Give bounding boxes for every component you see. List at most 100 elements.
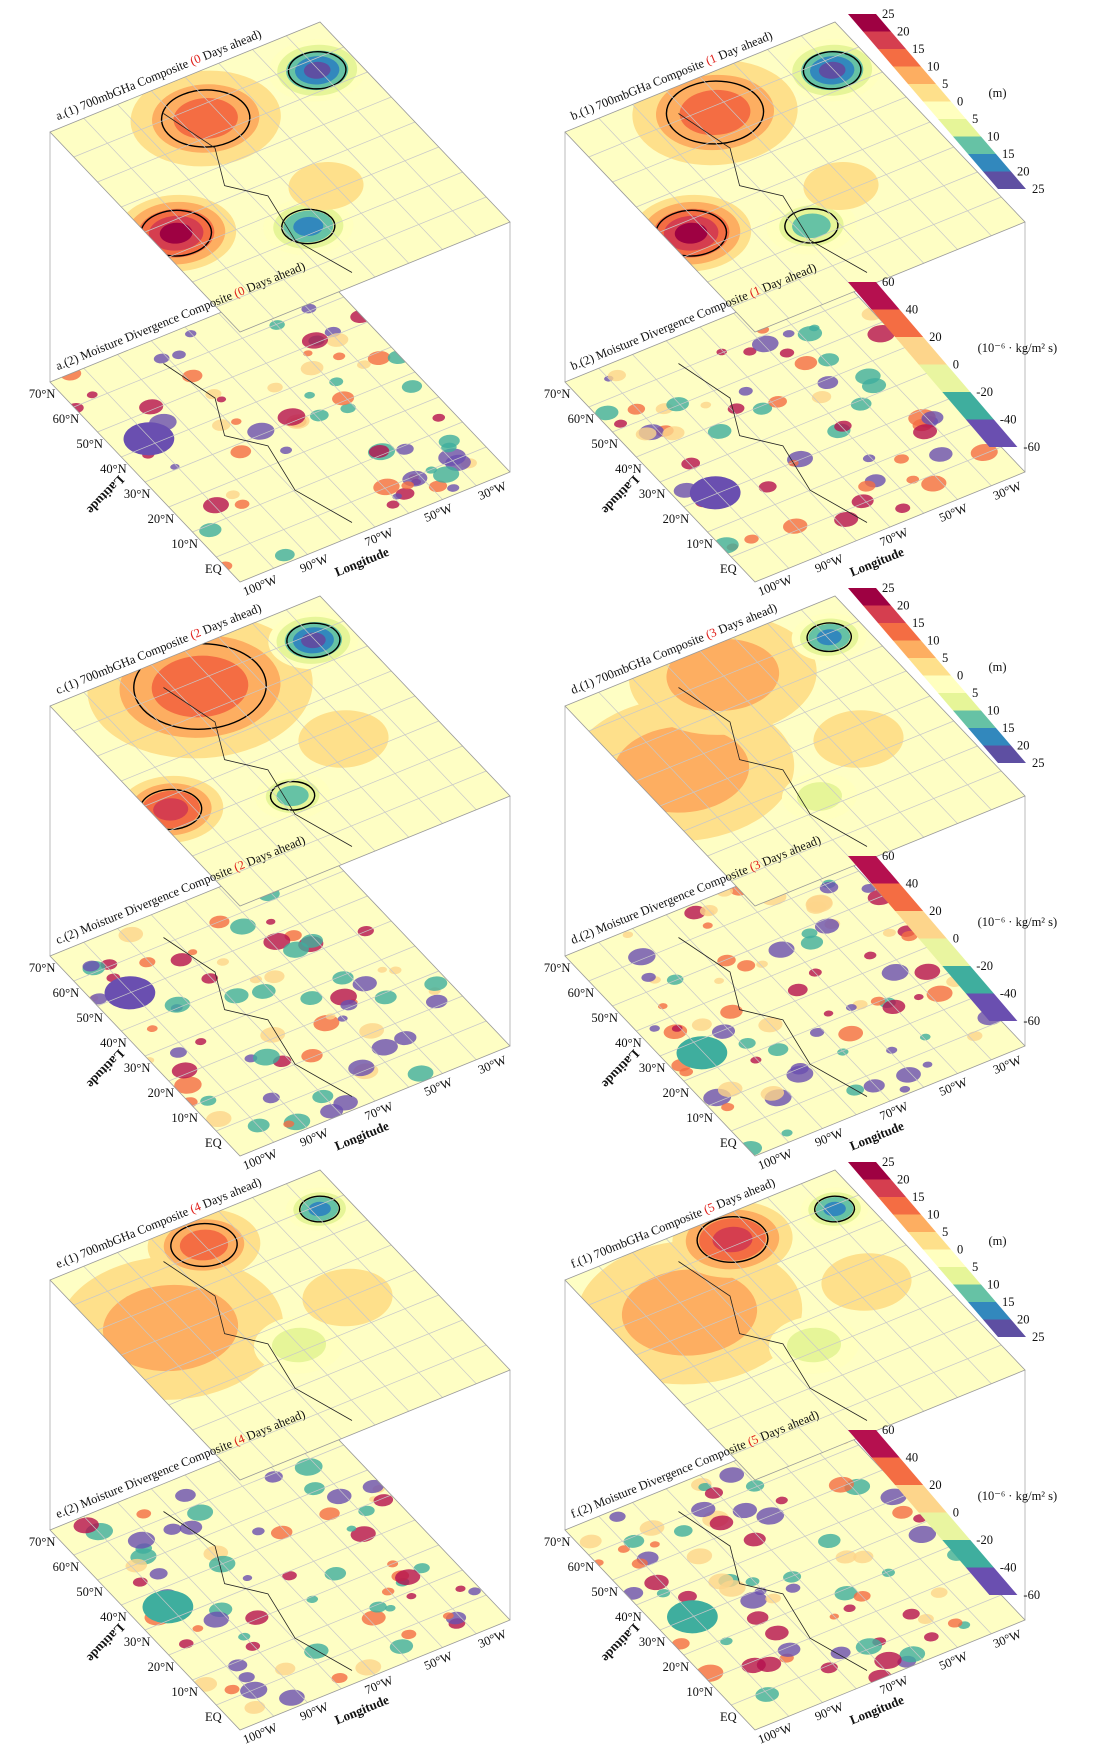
lat-tick-label: 70°N [544, 387, 571, 401]
colorbar-tick-label: 25 [882, 7, 895, 21]
lat-tick-label: 30°N [639, 1061, 666, 1075]
colorbar-tick-label: 15 [1002, 1295, 1015, 1309]
lat-tick-label: 20°N [148, 1086, 175, 1100]
lat-tick-label: 20°N [663, 1660, 690, 1674]
lat-tick-label: 40°N [615, 1036, 642, 1050]
lat-tick-label: 40°N [100, 1036, 127, 1050]
map-field [16, 15, 517, 344]
colorbar-tick-label: 20 [1017, 739, 1030, 753]
colorbar-tick-label: -40 [1000, 1561, 1017, 1575]
lat-tick-label: 20°N [148, 512, 175, 526]
colorbar-tick-label: 20 [1017, 165, 1030, 179]
colorbar-tick-label: 5 [972, 112, 978, 126]
lat-tick-label: 30°N [124, 487, 151, 501]
lat-tick-label: 10°N [171, 1685, 198, 1699]
lat-tick-label: 50°N [591, 1011, 618, 1025]
colorbar-tick-label: 15 [912, 1190, 925, 1204]
colorbar-tick-label: 0 [957, 95, 963, 109]
colorbar-tick-label: 40 [906, 1451, 919, 1465]
colorbar-tick-label: 15 [912, 42, 925, 56]
map-plane [46, 1419, 512, 1732]
lat-tick-label: 30°N [639, 487, 666, 501]
lat-tick-label: 30°N [124, 1635, 151, 1649]
lat-tick-label: 30°N [639, 1635, 666, 1649]
colorbar-tick-label: -40 [1000, 413, 1017, 427]
lat-tick-label: 20°N [663, 512, 690, 526]
colorbar-tick-label: 25 [1032, 1330, 1045, 1344]
lat-tick-label: 70°N [29, 961, 56, 975]
lat-tick-label: 60°N [568, 986, 595, 1000]
map-field [559, 1418, 1034, 1737]
map-field [0, 1159, 512, 1497]
colorbar-tick-label: 60 [882, 1423, 895, 1437]
map-plane [521, 5, 1032, 344]
lat-tick-label: EQ [720, 1710, 737, 1724]
colorbar-tick-label: 40 [906, 303, 919, 317]
colorbar-tick-label: 40 [906, 877, 919, 891]
lat-tick-label: 40°N [100, 462, 127, 476]
colorbar-tick-label: 0 [953, 932, 959, 946]
colorbar-tick-label: -20 [976, 959, 993, 973]
lat-tick-label: 50°N [76, 1011, 103, 1025]
lat-tick-label: 30°N [124, 1061, 151, 1075]
colorbar-tick-label: 10 [927, 634, 940, 648]
lat-tick-label: 40°N [100, 1610, 127, 1624]
lat-tick-label: 10°N [171, 537, 198, 551]
lat-axis-label: Latitude [599, 1047, 643, 1092]
colorbar-tick-label: 0 [953, 1506, 959, 1520]
lat-tick-label: 50°N [76, 437, 103, 451]
colorbar-tick-label: 25 [1032, 756, 1045, 770]
lat-tick-label: 50°N [76, 1585, 103, 1599]
lat-axis-label: Latitude [84, 473, 128, 518]
colorbar-tick-label: 15 [1002, 147, 1015, 161]
colorbar-tick-label: -20 [976, 385, 993, 399]
lat-tick-label: 70°N [29, 1535, 56, 1549]
lat-axis-label: Latitude [84, 1047, 128, 1092]
colorbar-unit: (10⁻⁶ · kg/m² s) [978, 341, 1058, 355]
map-plane [0, 1159, 512, 1497]
colorbar-tick-label: 25 [882, 581, 895, 595]
map-plane [16, 15, 517, 344]
lat-tick-label: EQ [205, 1136, 222, 1150]
colorbar-tick-label: 5 [942, 1225, 948, 1239]
lat-tick-label: 50°N [591, 1585, 618, 1599]
colorbar-tick-label: -20 [976, 1533, 993, 1547]
colorbar-tick-label: 10 [987, 704, 1000, 718]
map-plane [524, 1157, 1027, 1492]
lat-axis-label: Latitude [84, 1621, 128, 1666]
lon-axis-label: Longitude [847, 1118, 906, 1154]
lat-tick-label: 10°N [686, 1685, 713, 1699]
colorbar-tick-label: 20 [897, 599, 910, 613]
lat-tick-label: EQ [720, 562, 737, 576]
lat-tick-label: 20°N [663, 1086, 690, 1100]
colorbar-tick-label: 20 [929, 330, 942, 344]
colorbar-unit: (10⁻⁶ · kg/m² s) [978, 1489, 1058, 1503]
colorbar-tick-label: 60 [882, 275, 895, 289]
lon-axis-label: Longitude [332, 1692, 391, 1728]
lat-tick-label: 10°N [171, 1111, 198, 1125]
map-field [521, 5, 1032, 344]
lat-tick-label: 70°N [544, 1535, 571, 1549]
colorbar-tick-label: 20 [1017, 1313, 1030, 1327]
colorbar-tick-label: 60 [882, 849, 895, 863]
colorbar-tick-label: 5 [942, 77, 948, 91]
lat-tick-label: 60°N [53, 412, 80, 426]
colorbar-tick-label: 15 [912, 616, 925, 630]
lat-tick-label: 20°N [148, 1660, 175, 1674]
lat-tick-label: 50°N [591, 437, 618, 451]
map-field [524, 1157, 1027, 1492]
colorbar-tick-label: 10 [987, 1278, 1000, 1292]
colorbar-tick-label: -40 [1000, 987, 1017, 1001]
colorbar-tick-label: 20 [897, 25, 910, 39]
lat-tick-label: EQ [205, 562, 222, 576]
colorbar-tick-label: 10 [927, 1208, 940, 1222]
lat-axis-label: Latitude [599, 1621, 643, 1666]
figure: a.(1) 700mbGHa Composite (0 Days ahead)a… [0, 0, 1104, 1762]
lon-axis-label: Longitude [332, 544, 391, 580]
colorbar-tick-label: 0 [957, 1243, 963, 1257]
lat-tick-label: 10°N [686, 537, 713, 551]
lat-tick-label: 40°N [615, 462, 642, 476]
lat-tick-label: 60°N [568, 1560, 595, 1574]
lon-axis-label: Longitude [847, 544, 906, 580]
colorbar-tick-label: 5 [942, 651, 948, 665]
